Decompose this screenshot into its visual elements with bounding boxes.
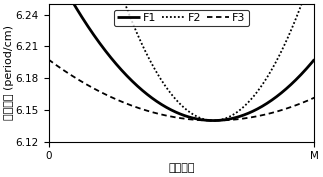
F3 bbox=[191, 119, 194, 121]
F3 bbox=[211, 119, 215, 122]
F2 bbox=[173, 97, 177, 99]
F2 bbox=[174, 99, 178, 101]
F3 bbox=[47, 58, 50, 61]
F2 bbox=[191, 113, 194, 115]
F3 bbox=[205, 119, 209, 122]
F1 bbox=[205, 119, 209, 121]
F3 bbox=[307, 99, 310, 101]
F2 bbox=[211, 119, 215, 122]
X-axis label: 像素坐标: 像素坐标 bbox=[168, 163, 195, 173]
Legend: F1, F2, F3: F1, F2, F3 bbox=[114, 10, 249, 26]
F3 bbox=[173, 116, 177, 118]
Line: F3: F3 bbox=[48, 59, 314, 121]
F3 bbox=[174, 116, 178, 119]
F3 bbox=[312, 97, 316, 99]
Line: F2: F2 bbox=[48, 0, 314, 121]
F1 bbox=[211, 119, 215, 122]
F1 bbox=[174, 111, 178, 113]
F1 bbox=[191, 117, 194, 119]
F1 bbox=[312, 58, 316, 61]
F2 bbox=[205, 119, 209, 121]
F2 bbox=[265, 76, 269, 79]
F3 bbox=[265, 113, 269, 115]
Y-axis label: 条纹密度 (period/cm): 条纹密度 (period/cm) bbox=[4, 25, 14, 120]
F1 bbox=[307, 65, 310, 67]
F1 bbox=[173, 111, 177, 113]
F1 bbox=[265, 102, 269, 104]
Line: F1: F1 bbox=[48, 0, 314, 121]
